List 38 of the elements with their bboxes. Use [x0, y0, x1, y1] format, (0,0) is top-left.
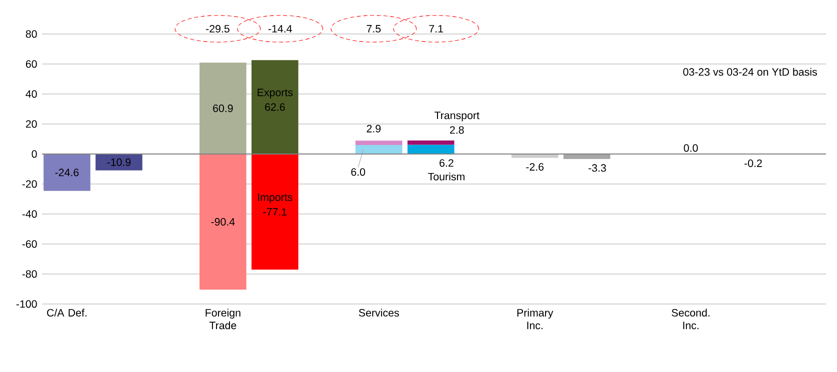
y-tick-label: -80 — [22, 270, 37, 278]
text: -29.5 — [206, 24, 230, 33]
data-label: -10.9 — [107, 158, 131, 166]
data-label: 0.0 — [684, 144, 698, 152]
y-tick-label: 60 — [26, 60, 37, 68]
data-label: 6.0 — [351, 168, 366, 176]
data-label: -90.4 — [211, 218, 235, 226]
annotation: Tourism — [428, 172, 464, 180]
annotation: Imports — [258, 194, 292, 204]
y-tick-label: 0 — [32, 150, 37, 158]
data-label: 62.6 — [265, 103, 285, 111]
x-tick-label: Second. Inc. — [672, 308, 710, 330]
annotation: Exports — [258, 88, 293, 98]
text: 7.1 — [429, 25, 443, 32]
y-tick-label: 20 — [26, 120, 37, 128]
annotation: Transport — [434, 112, 480, 122]
y-tick-label: -20 — [22, 180, 37, 188]
data-label: 2.9 — [366, 124, 381, 132]
y-tick-label: -100 — [16, 300, 37, 308]
data-label: 6.2 — [440, 159, 454, 167]
x-tick-label: Foreign Trade — [206, 308, 240, 330]
text: -14.4 — [268, 25, 292, 32]
data-label: 2.8 — [450, 126, 464, 134]
data-label: -3.3 — [588, 164, 606, 172]
data-label: -24.6 — [55, 168, 79, 176]
x-tick-label: Services — [358, 308, 399, 317]
y-tick-label: -60 — [22, 240, 37, 248]
text: 03-23 vs 03-24 on YtD basis — [683, 68, 817, 76]
y-tick-label: 40 — [26, 90, 37, 98]
text: 7.5 — [366, 25, 381, 32]
y-tick-label: 80 — [26, 30, 37, 38]
data-label: -77.1 — [263, 208, 287, 216]
x-tick-label: C/A Def. — [47, 308, 86, 317]
x-tick-label: Primary Inc. — [517, 308, 554, 330]
data-label: -0.2 — [744, 160, 762, 168]
data-label: 60.9 — [213, 104, 233, 112]
y-tick-label: -40 — [22, 210, 37, 218]
data-label: -2.6 — [526, 163, 544, 171]
